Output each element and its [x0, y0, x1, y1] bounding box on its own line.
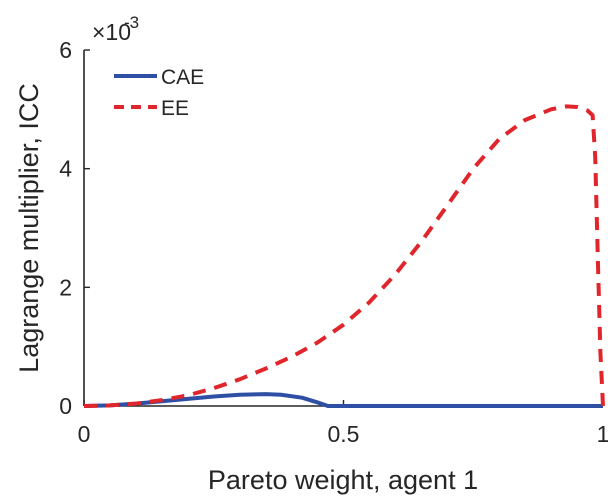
- legend-label-ee: EE: [161, 97, 189, 120]
- plot-area: 0 0.5 1 0 2 4 6: [59, 37, 608, 447]
- x-tick-label: 0.5: [328, 421, 360, 447]
- x-axis-label: Pareto weight, agent 1: [208, 465, 478, 495]
- axis-ticks: 0 0.5 1 0 2 4 6: [59, 37, 608, 447]
- y-tick-label: 4: [59, 156, 72, 182]
- series-line-ee: [83, 104, 605, 408]
- series-layer: [83, 104, 605, 408]
- y-axis-label: Lagrange multiplier, ICC: [14, 83, 44, 373]
- legend-label-cae: CAE: [161, 66, 204, 89]
- legend: CAE EE: [114, 66, 204, 120]
- y-tick-label: 0: [59, 393, 72, 419]
- x-tick-label: 1: [597, 421, 608, 447]
- y-exponent-base: ×10: [92, 19, 131, 45]
- x-tick-label: 0: [78, 421, 91, 447]
- y-exponent: ×10 -3: [92, 13, 139, 45]
- y-tick-label: 2: [59, 274, 72, 300]
- y-exponent-power: -3: [124, 13, 139, 32]
- y-tick-label: 6: [59, 37, 72, 63]
